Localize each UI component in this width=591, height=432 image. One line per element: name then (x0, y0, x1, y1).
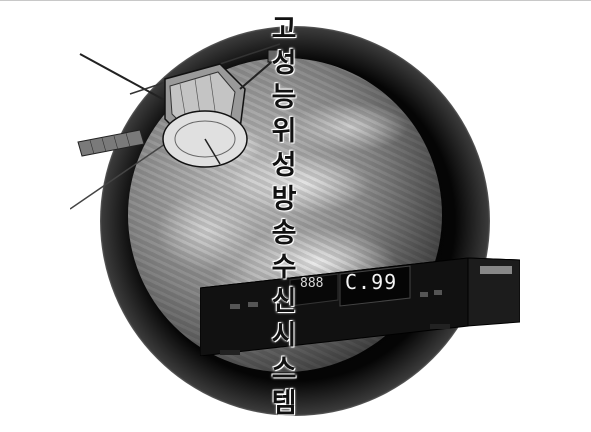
vertical-title: 고 성 능 위 성 방 송 수 신 시 스 템 (264, 14, 304, 432)
receiver-channel-segments: 888 (300, 276, 324, 291)
title-char: 신 (271, 286, 297, 317)
title-char: 시 (271, 320, 297, 351)
title-char: 방 (271, 184, 297, 215)
title-char: 고 (271, 14, 297, 45)
title-char: 성 (271, 150, 297, 181)
satellite-image (70, 43, 283, 210)
receiver-display: C.99 (345, 270, 398, 294)
title-char: 스 (271, 354, 297, 385)
title-char: 송 (271, 218, 297, 249)
title-char: 능 (271, 82, 297, 113)
top-divider (0, 0, 591, 1)
title-char: 위 (271, 116, 297, 147)
title-char: 수 (271, 252, 297, 283)
receiver-image (200, 257, 520, 356)
title-char: 성 (271, 48, 297, 79)
title-char: 템 (271, 388, 297, 419)
